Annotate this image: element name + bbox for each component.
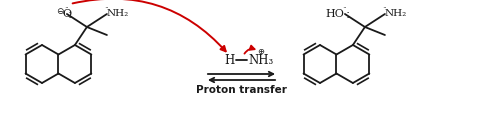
Text: ··: ··: [383, 4, 387, 13]
FancyArrowPatch shape: [244, 46, 254, 54]
Text: Proton transfer: Proton transfer: [196, 85, 287, 95]
Text: :: :: [68, 8, 72, 20]
Text: ··: ··: [64, 4, 69, 13]
Text: NH₂: NH₂: [385, 10, 407, 18]
Text: O: O: [62, 9, 72, 19]
Text: HO: HO: [325, 9, 344, 19]
Text: ⊖: ⊖: [57, 8, 64, 16]
Text: NH₂: NH₂: [107, 10, 129, 18]
Text: ⊕: ⊕: [257, 48, 264, 56]
Text: NH₃: NH₃: [248, 53, 273, 67]
Text: :: :: [346, 8, 350, 20]
Text: ··: ··: [105, 4, 109, 13]
Text: H: H: [225, 53, 235, 67]
Text: ··: ··: [343, 4, 348, 13]
FancyArrowPatch shape: [72, 0, 226, 51]
Text: ·: ·: [61, 7, 66, 21]
